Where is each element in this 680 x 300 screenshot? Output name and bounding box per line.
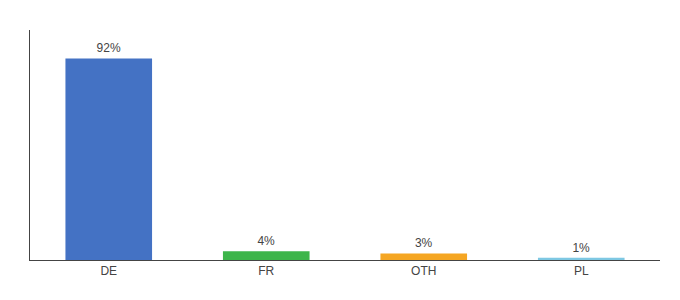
svg-text:92%: 92% [97, 41, 121, 55]
svg-text:3%: 3% [415, 236, 433, 250]
svg-text:PL: PL [574, 264, 589, 278]
svg-text:4%: 4% [257, 234, 275, 248]
svg-text:1%: 1% [572, 241, 590, 255]
svg-text:FR: FR [258, 264, 274, 278]
svg-text:DE: DE [100, 264, 117, 278]
svg-text:OTH: OTH [411, 264, 436, 278]
